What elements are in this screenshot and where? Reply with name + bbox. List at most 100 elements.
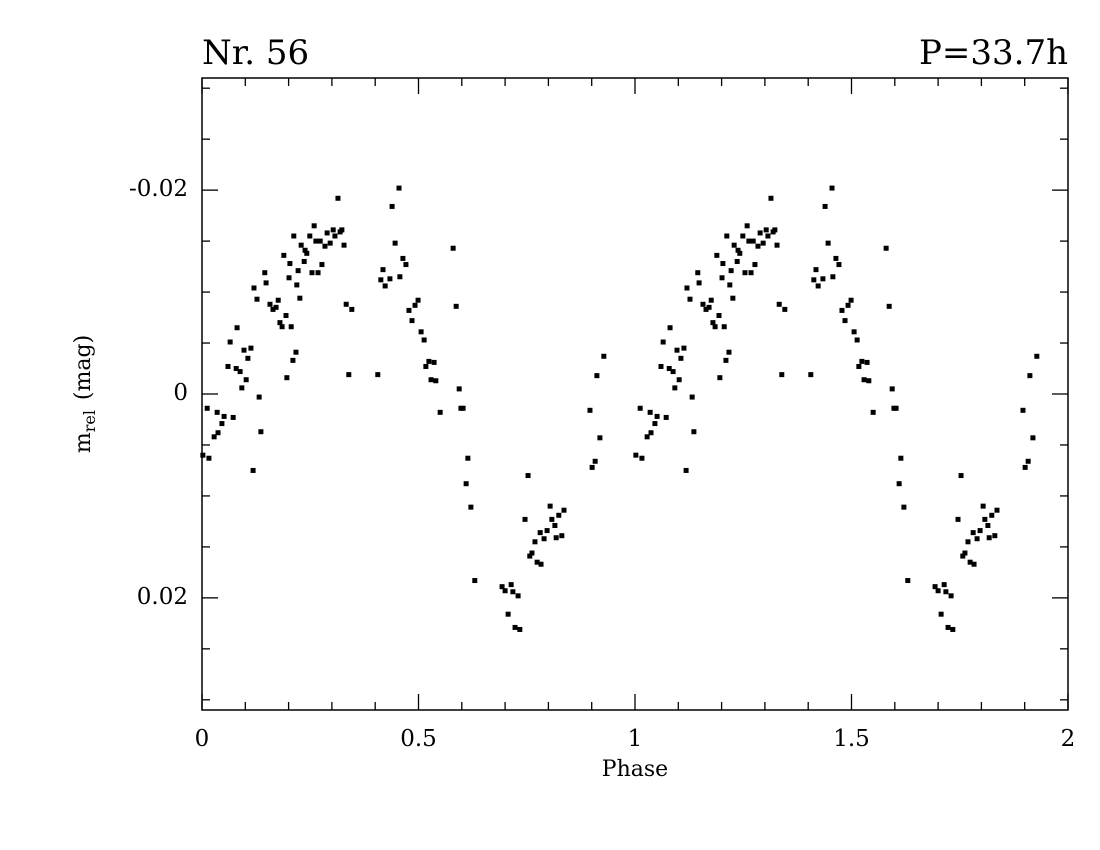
x-tick-label: 1.5 [833, 726, 870, 752]
point [962, 550, 968, 556]
y-label-rest: (mag) [71, 335, 96, 400]
point [992, 533, 998, 539]
point [293, 349, 299, 355]
y-tick-label: 0.02 [137, 584, 188, 610]
point [502, 588, 508, 594]
point [960, 553, 966, 559]
point [647, 409, 653, 415]
point [941, 582, 947, 588]
point [453, 303, 459, 309]
point [211, 434, 217, 440]
point [861, 377, 867, 383]
point [241, 347, 247, 353]
point [307, 233, 313, 239]
point [592, 458, 598, 464]
point [290, 357, 296, 363]
point [845, 302, 851, 308]
point [450, 245, 456, 251]
point [601, 353, 607, 359]
point [971, 561, 977, 567]
point [737, 250, 743, 256]
point [291, 233, 297, 239]
point [703, 306, 709, 312]
point [989, 512, 995, 518]
point [341, 242, 347, 248]
point [403, 262, 409, 268]
point [943, 589, 949, 595]
point [421, 337, 427, 343]
point [472, 578, 478, 584]
point [678, 355, 684, 361]
point [324, 230, 330, 236]
point [674, 347, 680, 353]
point [468, 504, 474, 510]
point [1030, 435, 1036, 441]
point [945, 624, 951, 630]
point [822, 203, 828, 209]
point [295, 268, 301, 274]
point [748, 270, 754, 276]
point [589, 464, 595, 470]
point [864, 359, 870, 365]
point [706, 304, 712, 310]
point [215, 430, 221, 436]
point [250, 467, 256, 473]
point [955, 516, 961, 522]
point [283, 313, 289, 319]
point [660, 339, 666, 345]
point [848, 297, 854, 303]
point [335, 195, 341, 201]
point [406, 307, 412, 313]
point [977, 528, 983, 534]
point [456, 386, 462, 392]
point [537, 530, 543, 536]
point [553, 535, 559, 541]
point [294, 282, 300, 288]
point [833, 255, 839, 261]
chart-title-right: P=33.7h [919, 33, 1068, 73]
point [772, 227, 778, 233]
point [1022, 464, 1028, 470]
point [284, 375, 290, 381]
point [389, 203, 395, 209]
point [676, 377, 682, 383]
point [423, 363, 429, 369]
point [760, 240, 766, 246]
point [330, 227, 336, 233]
point [829, 185, 835, 191]
point [842, 318, 848, 324]
point [898, 455, 904, 461]
x-tick-label: 1 [628, 726, 643, 752]
point [237, 369, 243, 375]
point [547, 503, 553, 509]
point [755, 243, 761, 249]
point [515, 593, 521, 599]
point [830, 274, 836, 280]
point [980, 503, 986, 509]
point [286, 275, 292, 281]
point [281, 252, 287, 258]
x-tick-label: 2 [1061, 726, 1076, 752]
point [594, 373, 600, 379]
point [938, 611, 944, 617]
point [248, 345, 254, 351]
point [742, 270, 748, 276]
point [886, 303, 892, 309]
point [245, 355, 251, 361]
y-label-base: m [71, 432, 96, 453]
point [672, 385, 678, 391]
point [859, 358, 865, 364]
point [534, 559, 540, 565]
point [734, 258, 740, 264]
point [322, 243, 328, 249]
y-label-sub: rel [80, 410, 99, 432]
point [339, 227, 345, 233]
point [397, 274, 403, 280]
point [532, 539, 538, 545]
point [428, 377, 434, 383]
point [392, 240, 398, 246]
point [633, 452, 639, 458]
point [332, 233, 338, 239]
point [349, 306, 355, 312]
point [230, 414, 236, 420]
